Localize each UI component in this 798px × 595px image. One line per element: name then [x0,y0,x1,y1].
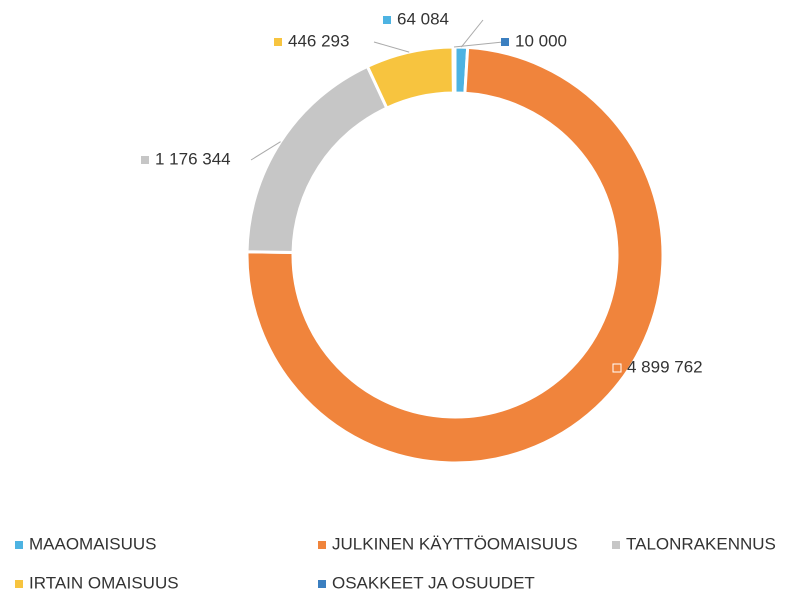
label-marker [501,38,509,46]
legend-marker [15,541,23,549]
leader-line [373,41,410,53]
legend-marker [318,580,326,588]
leader-line [453,41,504,48]
legend-label: MAAOMAISUUS [29,534,157,553]
legend-label: IRTAIN OMAISUUS [29,573,179,592]
label-marker [612,363,622,373]
data-label: 64 084 [397,9,449,28]
data-label: 4 899 762 [627,357,703,376]
legend-label: OSAKKEET JA OSUUDET [332,573,535,592]
donut-segment [245,45,665,465]
legend-label: JULKINEN KÄYTTÖOMAISUUS [332,534,578,553]
data-label: 1 176 344 [155,149,231,168]
legend-label: TALONRAKENNUS [626,534,776,553]
leader-line [460,19,484,48]
legend-marker [318,541,326,549]
data-label: 10 000 [515,31,567,50]
donut-segment [245,64,389,254]
label-marker [274,38,282,46]
legend-marker [612,541,620,549]
data-label: 446 293 [288,31,349,50]
legend-marker [15,580,23,588]
label-marker [383,16,391,24]
label-marker [141,156,149,164]
donut-segment [451,45,457,95]
leader-line [250,141,281,161]
